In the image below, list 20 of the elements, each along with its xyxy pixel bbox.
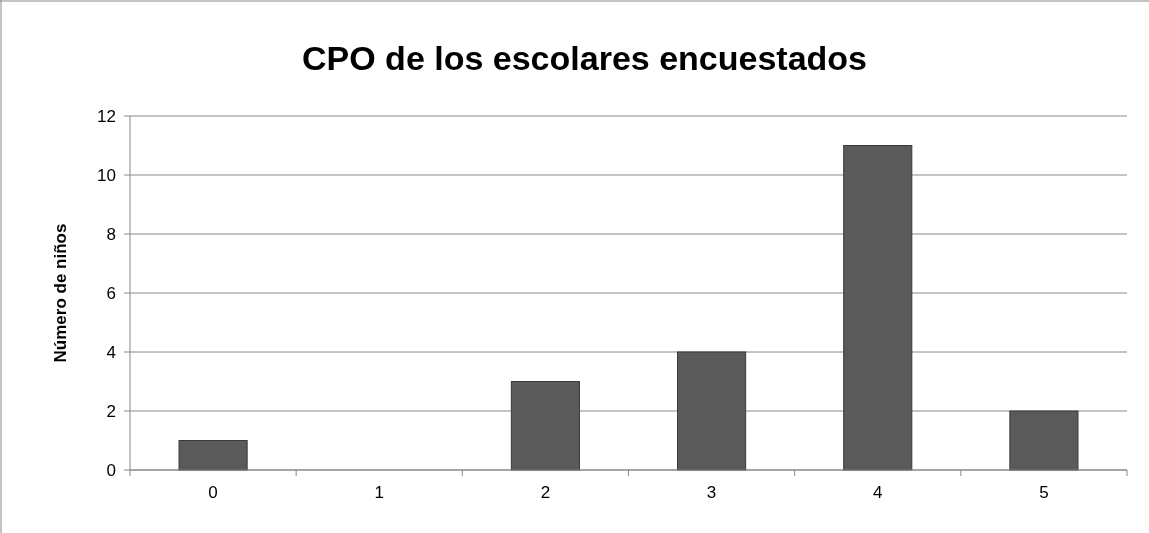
y-tick-label: 4 (106, 342, 116, 362)
y-tick-label: 6 (106, 283, 116, 303)
bar (843, 145, 913, 471)
y-axis-title: Número de niños (51, 223, 70, 363)
x-tick-label: 1 (374, 483, 384, 502)
x-tick-label: 2 (540, 483, 551, 502)
bar (677, 351, 747, 471)
bar (178, 440, 248, 471)
y-tick-label: 0 (106, 460, 116, 480)
x-tick-label: 5 (1039, 483, 1049, 502)
y-tick-label: 12 (97, 106, 116, 126)
bar (1009, 410, 1079, 471)
y-tick-label: 10 (97, 165, 116, 185)
y-tick-label: 8 (106, 224, 116, 244)
chart-title: CPO de los escolares encuestados (301, 39, 868, 77)
y-tick-label: 2 (106, 401, 116, 421)
x-tick-label: 3 (706, 483, 717, 502)
x-tick-label: 0 (208, 483, 218, 502)
bar (510, 381, 580, 471)
x-tick-label: 4 (873, 483, 883, 502)
